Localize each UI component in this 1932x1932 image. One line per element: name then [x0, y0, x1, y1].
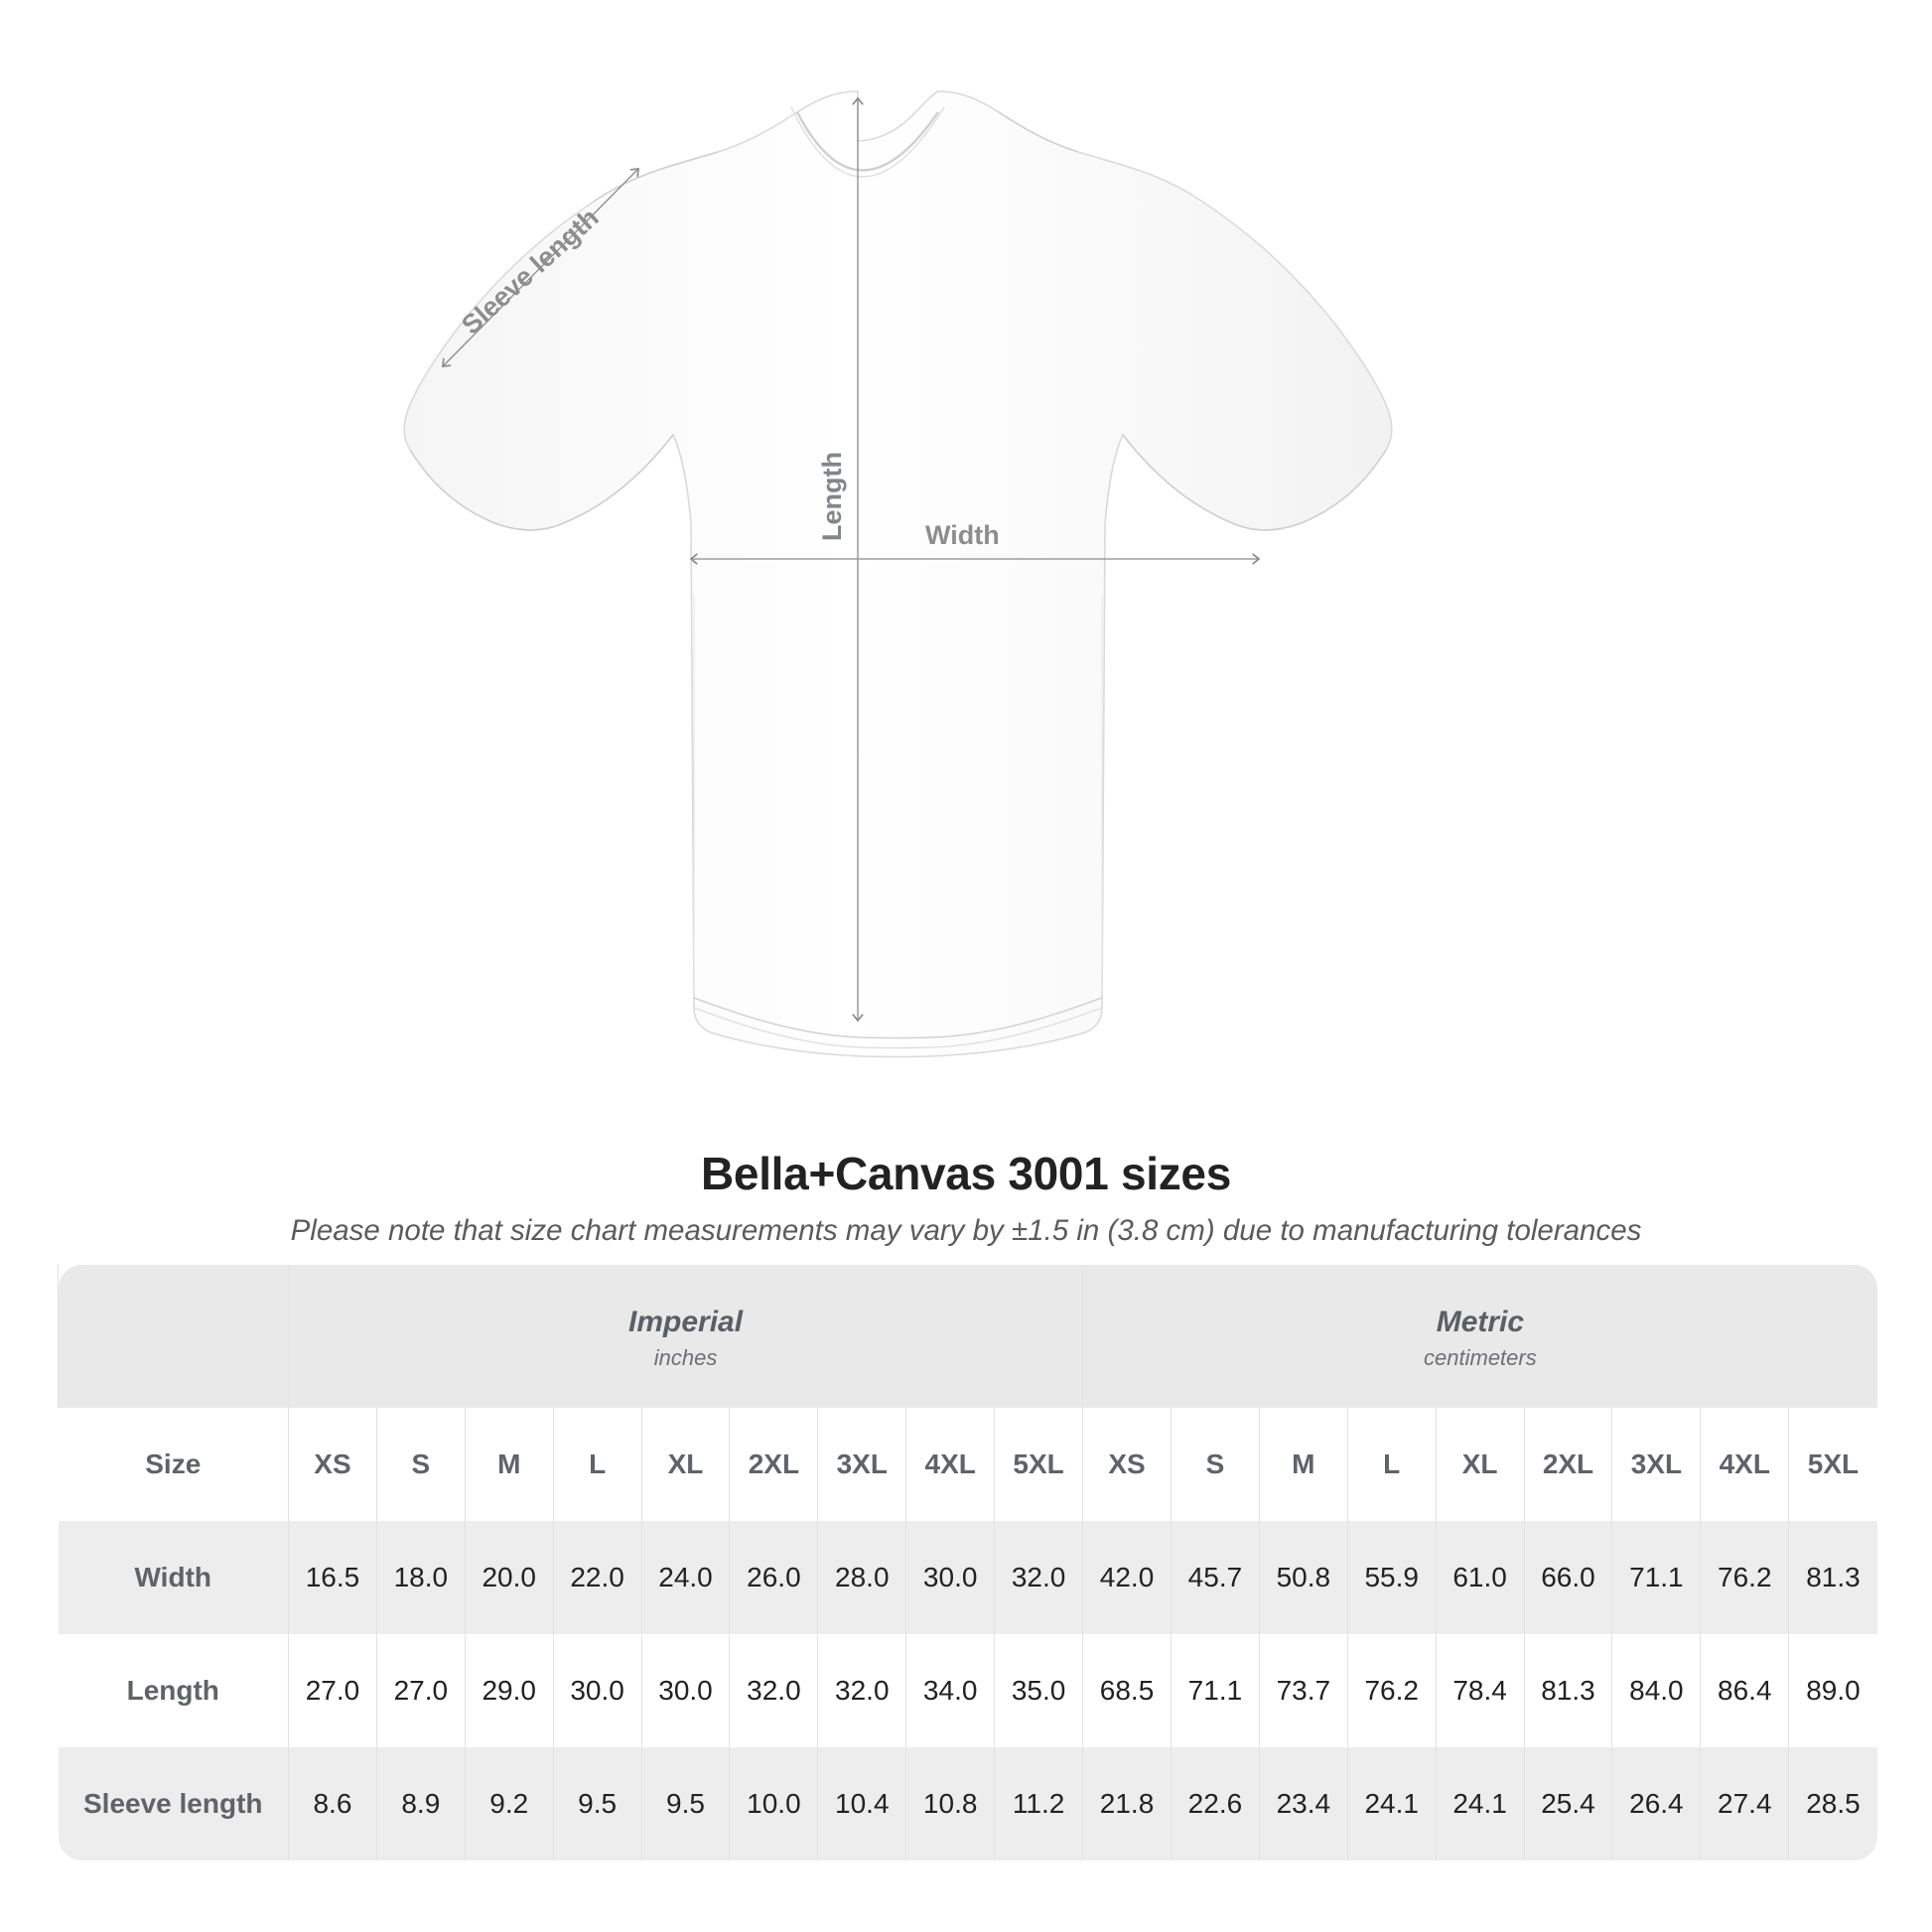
- svg-text:Width: Width: [925, 520, 1000, 550]
- svg-text:Length: Length: [817, 452, 847, 541]
- svg-text:Sleeve length: Sleeve length: [456, 203, 604, 341]
